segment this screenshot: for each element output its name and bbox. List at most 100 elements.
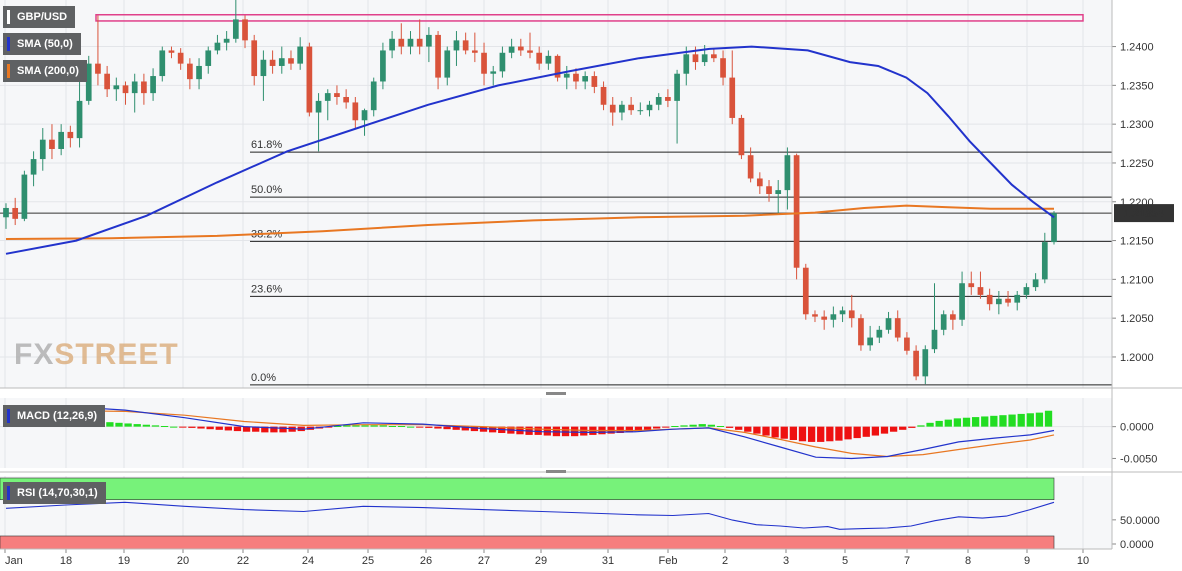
candle-body-63 [582, 76, 589, 82]
candle-body-4 [39, 139, 46, 160]
rsi-tick-label-0: 50.0000 [1120, 515, 1160, 527]
candle-body-81 [747, 155, 754, 179]
fib-label-3: 23.6% [251, 283, 282, 295]
macd-bar-25 [233, 426, 242, 432]
candle-body-8 [76, 100, 83, 139]
fib-label-4: 0.0% [251, 372, 276, 384]
fib-label-0: 61.8% [251, 139, 282, 151]
x-tick-label-8: 27 [478, 555, 490, 567]
macd-bar-87 [798, 426, 807, 442]
sma200-line [5, 204, 1054, 240]
candle-body-69 [637, 110, 644, 112]
candle-body-68 [628, 104, 634, 111]
macd-bar-79 [725, 426, 734, 428]
macd-label: MACD (12,26,9) [17, 410, 98, 422]
candle-body-38 [352, 102, 359, 121]
x-tick-label-9: 29 [535, 555, 547, 567]
macd-bar-108 [990, 415, 998, 427]
macd-bar-18 [170, 426, 178, 428]
candle-body-73 [674, 73, 680, 101]
candle-body-62 [573, 73, 579, 82]
candle-body-18 [168, 50, 175, 53]
legend-symbol: GBP/USD [3, 6, 76, 28]
candle-body-93 [858, 318, 864, 346]
macd-bar-45 [416, 426, 424, 428]
macd-bar-113 [1035, 412, 1044, 427]
candle-body-21 [196, 65, 202, 80]
macd-bar-61 [561, 426, 570, 437]
candle-body-83 [766, 186, 772, 194]
macd-bar-39 [361, 425, 369, 427]
price-tick-label-5: 1.2250 [1120, 158, 1154, 170]
candle-body-48 [444, 50, 451, 78]
candle-body-7 [67, 131, 74, 139]
macd-bar-91 [835, 426, 843, 441]
macd-bar-109 [999, 415, 1007, 427]
candle-body-80 [738, 117, 745, 156]
macd-bar-105 [962, 417, 971, 427]
candle-body-75 [692, 54, 699, 63]
macd-bar-97 [889, 426, 898, 432]
candle-body-101 [931, 329, 938, 350]
candle-body-51 [471, 50, 478, 53]
price-tick-label-2: 1.2100 [1120, 274, 1154, 286]
rsi-oversold-zone [0, 535, 1055, 550]
rsi-swatch [7, 486, 10, 500]
candle-body-96 [885, 318, 892, 330]
candle-body-67 [619, 104, 625, 113]
candle-body-94 [867, 337, 873, 346]
sma200-swatch [7, 64, 10, 78]
macd-bar-78 [716, 426, 725, 427]
candle-body-90 [830, 314, 837, 320]
symbol-label: GBP/USD [17, 11, 68, 23]
candle-body-42 [389, 38, 395, 51]
candle-body-102 [940, 314, 947, 330]
candle-body-65 [600, 86, 607, 105]
macd-bar-44 [406, 426, 415, 428]
candle-body-98 [904, 337, 910, 351]
macd-bar-40 [370, 425, 378, 427]
candle-body-0 [3, 207, 9, 218]
candle-body-2 [21, 174, 28, 219]
fib-label-1: 50.0% [251, 184, 282, 196]
candle-body-49 [453, 40, 460, 51]
resize-handle-2 [546, 470, 566, 473]
price-tick-label-0: 1.2000 [1120, 352, 1154, 364]
candle-body-44 [407, 38, 414, 47]
candle-body-56 [517, 46, 524, 51]
macd-bar-111 [1017, 413, 1025, 427]
macd-bar-82 [753, 426, 761, 434]
candle-body-24 [223, 38, 230, 43]
resistance-zone-box [95, 13, 1084, 22]
macd-bar-73 [671, 426, 679, 427]
x-tick-label-13: 3 [783, 555, 789, 567]
candle-body-11 [104, 73, 110, 90]
candle-body-60 [554, 55, 561, 78]
macd-bar-94 [862, 426, 870, 437]
candle-body-1 [12, 207, 19, 219]
rsi-label: RSI (14,70,30,1) [17, 487, 98, 499]
candle-body-54 [499, 52, 506, 72]
candle-body-50 [462, 40, 469, 51]
x-tick-label-6: 25 [362, 555, 374, 567]
candle-body-36 [334, 93, 340, 97]
x-tick-label-1: 18 [60, 555, 72, 567]
candle-body-31 [288, 58, 294, 64]
macd-tick-label-1: -0.0050 [1120, 453, 1157, 465]
sma50-label: SMA (50,0) [17, 38, 73, 50]
candle-body-15 [141, 81, 147, 94]
macd-bar-58 [534, 426, 542, 435]
candle-body-9 [85, 63, 92, 101]
candle-body-95 [876, 329, 883, 338]
price-tick-label-1: 1.2050 [1120, 313, 1154, 325]
candle-body-59 [545, 55, 552, 64]
candle-body-35 [324, 93, 331, 101]
macd-bar-92 [844, 426, 852, 440]
candle-body-40 [370, 81, 377, 111]
macd-swatch [7, 409, 10, 423]
macd-bar-99 [908, 426, 916, 428]
macd-bar-75 [689, 424, 697, 427]
candle-body-113 [1041, 242, 1048, 280]
candle-body-82 [756, 178, 763, 187]
